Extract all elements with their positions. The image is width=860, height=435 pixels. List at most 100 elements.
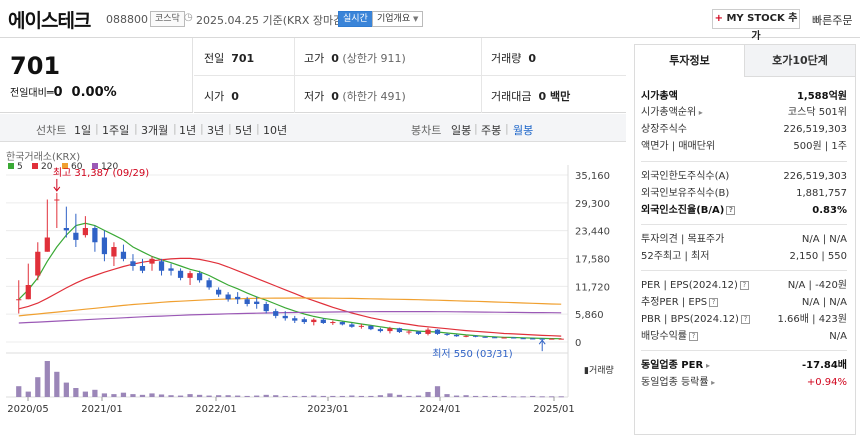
realtime-button[interactable]: 실시간 <box>338 11 373 27</box>
chevron-right-icon[interactable]: ▸ <box>708 378 716 387</box>
chevron-right-icon[interactable]: ▸ <box>703 361 710 370</box>
candle-body <box>235 296 241 300</box>
add-mystock-button[interactable]: + MY STOCK 추가 <box>712 9 800 42</box>
chevron-right-icon[interactable]: ▸ <box>696 108 703 117</box>
info-value: 0.83% <box>812 205 847 216</box>
info-value: 1,588억원 <box>796 91 847 102</box>
info-row: 배당수익률? N/A <box>641 329 847 345</box>
flat-icon: ═ <box>46 86 54 99</box>
candle-body <box>549 338 555 340</box>
stock-name: 에이스테크 <box>8 10 91 32</box>
info-row: 상장주식수 226,519,303 <box>641 122 847 138</box>
line-chart-label: 선차트 <box>36 124 67 137</box>
candle-body <box>196 273 203 281</box>
info-row: PBR | BPS(2024.12)? 1.66배 | 423원 <box>641 312 847 328</box>
candle-body <box>130 261 136 267</box>
info-row: 외국인보유주식수(B) 1,881,757 <box>641 186 847 202</box>
candle-body <box>254 301 260 305</box>
candle-body <box>492 337 498 339</box>
info-key: 추정PER | EPS? <box>641 295 719 311</box>
candle-body <box>406 331 412 333</box>
help-icon[interactable]: ? <box>739 280 749 290</box>
info-tabs: 투자정보 호가10단계 <box>635 45 855 77</box>
candle-body <box>177 270 184 278</box>
candle-body <box>282 315 288 319</box>
investment-info-panel: 투자정보 호가10단계 시가총액 1,588억원 시가총액순위 ▸ 코스닥 501위 상… <box>634 44 856 435</box>
volume-bar <box>492 395 498 397</box>
volume-bar <box>111 394 117 397</box>
candle-body <box>415 331 422 334</box>
info-key: 외국인한도주식수(A) <box>641 171 730 182</box>
company-info-dropdown[interactable]: 기업개요 ▼ <box>372 11 424 27</box>
candle-body <box>463 335 469 337</box>
change-value: 0 <box>53 85 63 100</box>
y-tick-label: 11,720 <box>575 282 610 293</box>
volume-bar <box>311 395 317 397</box>
period-5y[interactable]: 5년 <box>235 124 253 137</box>
candle-weekly[interactable]: 주봉 <box>481 124 502 137</box>
info-key: 동일업종 등락률 ▸ <box>641 377 716 388</box>
current-price: 701 <box>10 52 61 80</box>
candle-daily[interactable]: 일봉 <box>451 124 472 137</box>
candle-monthly[interactable]: 월봉 <box>513 124 534 137</box>
info-key: PBR | BPS(2024.12)? <box>641 312 750 328</box>
high-price: 고가 0 (상한가 911) <box>304 52 406 65</box>
info-value: N/A | -420원 <box>787 280 847 291</box>
candle-body <box>158 261 165 271</box>
info-key: 투자의견 | 목표주가 <box>641 234 725 245</box>
volume-bar <box>396 394 403 397</box>
info-key: 동일업종 PER ▸ <box>641 360 710 371</box>
open-price: 시가 0 <box>204 90 239 103</box>
info-row: 동일업종 PER ▸ -17.84배 <box>641 358 847 374</box>
legend-label: 20 <box>41 162 53 172</box>
period-bar: 선차트 1일 | 1주일 | 3개월 | 1년 | 3년 | 5년 | 10년 … <box>0 114 626 142</box>
period-1w[interactable]: 1주일 <box>102 124 130 137</box>
candle-body <box>225 294 231 300</box>
volume-bar <box>472 395 479 397</box>
volume-bar <box>149 393 155 397</box>
info-value: 1.66배 | 423원 <box>777 314 847 325</box>
period-1y[interactable]: 1년 <box>179 124 197 137</box>
info-key: 시가총액순위 ▸ <box>641 107 703 118</box>
volume-bar <box>101 393 108 397</box>
candle-body <box>330 322 336 324</box>
price-change: 전일대비═0 0.00% <box>10 84 117 100</box>
period-3m[interactable]: 3개월 <box>141 124 169 137</box>
period-3y[interactable]: 3년 <box>207 124 225 137</box>
candle-body <box>206 280 212 288</box>
legend-swatch <box>32 163 38 169</box>
clock-icon: ◷ <box>184 12 193 23</box>
help-icon[interactable]: ? <box>709 297 719 307</box>
candle-body <box>216 289 222 295</box>
candle-body <box>187 273 193 278</box>
period-1d[interactable]: 1일 <box>74 124 92 137</box>
help-icon[interactable]: ? <box>726 205 736 215</box>
tab-orderbook[interactable]: 호가10단계 <box>745 45 855 77</box>
volume-bar <box>216 395 222 397</box>
candle-body <box>539 338 545 340</box>
quick-order-link[interactable]: 빠른주문 <box>812 14 853 27</box>
tab-investment-info[interactable]: 투자정보 <box>635 45 745 77</box>
candle-body <box>320 319 326 324</box>
info-row: 추정PER | EPS? N/A | N/A <box>641 295 847 311</box>
info-row: 외국인소진율(B/A)? 0.83% <box>641 203 847 219</box>
help-icon[interactable]: ? <box>689 331 698 341</box>
info-value: -17.84배 <box>802 360 847 371</box>
info-key: PER | EPS(2024.12)? <box>641 278 749 294</box>
volume-bar <box>16 386 22 397</box>
legend-swatch <box>62 163 68 169</box>
volume-bar <box>387 393 393 397</box>
volume-bar <box>25 391 31 397</box>
change-label: 전일대비 <box>10 88 47 99</box>
info-row: 52주최고 | 최저 2,150 | 550 <box>641 249 847 265</box>
chart-source: 한국거래소(KRX) <box>6 151 80 163</box>
volume-bar <box>206 395 212 397</box>
period-10y[interactable]: 10년 <box>263 124 288 137</box>
volume-bar <box>425 391 431 397</box>
legend-label: 60 <box>71 162 83 172</box>
info-key: 액면가 | 매매단위 <box>641 141 716 152</box>
volume-bar <box>196 394 203 397</box>
info-key: 시가총액 <box>641 91 678 102</box>
volume-bar <box>320 395 326 397</box>
help-icon[interactable]: ? <box>740 314 750 324</box>
